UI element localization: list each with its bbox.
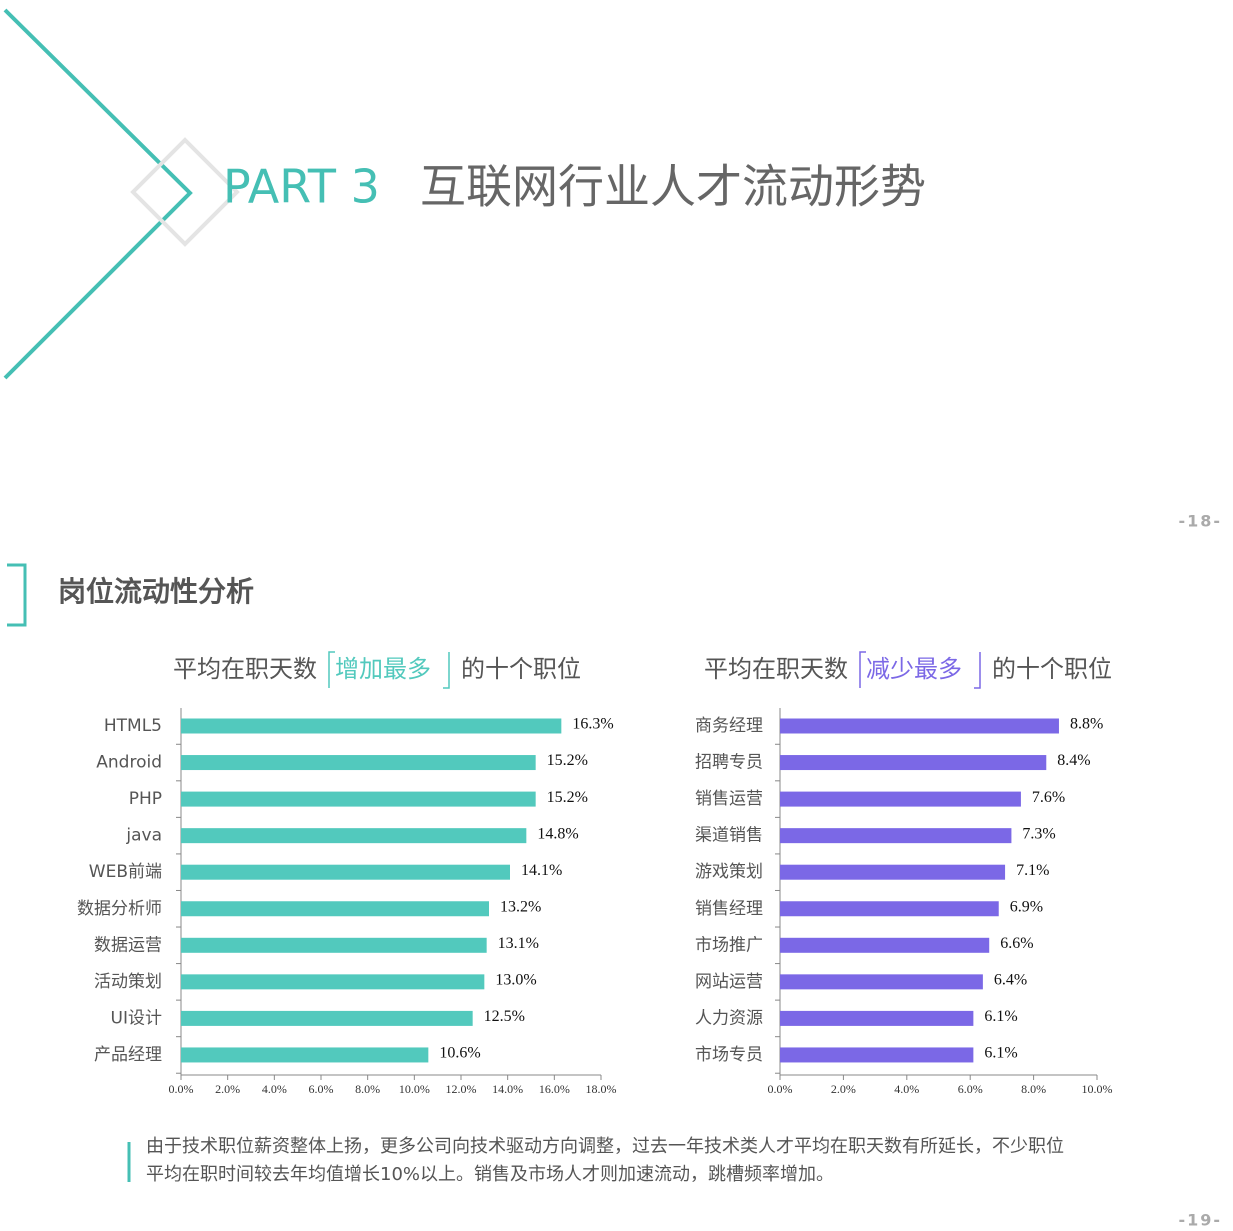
bar: [181, 864, 510, 880]
x-tick-label: 10.0%: [399, 1082, 430, 1096]
x-tick-label: 12.0%: [446, 1082, 477, 1096]
chart-title: 平均在职天数: [704, 655, 848, 683]
x-tick-label: 6.0%: [309, 1082, 334, 1096]
value-label: 14.1%: [521, 862, 562, 879]
x-tick-label: 2.0%: [215, 1082, 240, 1096]
y-tick-label: 销售经理: [695, 899, 763, 919]
chart-title: 平均在职天数: [173, 655, 317, 683]
y-tick-label: HTML5: [104, 716, 162, 736]
chart-title-highlight: 增加最多: [335, 655, 431, 683]
y-tick-label: 产品经理: [94, 1045, 162, 1065]
bar: [780, 791, 1021, 807]
value-label: 15.2%: [547, 789, 588, 806]
chart-title: 的十个职位: [461, 655, 581, 683]
value-label: 13.2%: [500, 898, 541, 915]
part-label: PART 3: [223, 160, 380, 214]
y-tick-label: 网站运营: [695, 972, 763, 992]
value-label: 13.0%: [495, 972, 536, 989]
value-label: 6.6%: [1000, 935, 1033, 952]
value-label: 6.1%: [984, 1045, 1017, 1062]
x-tick-label: 8.0%: [1021, 1082, 1046, 1096]
y-tick-label: 渠道销售: [695, 826, 763, 846]
value-label: 6.9%: [1010, 898, 1043, 915]
page-number: -18-: [1178, 512, 1222, 531]
value-label: 8.4%: [1057, 752, 1090, 769]
y-tick-label: 市场专员: [695, 1045, 763, 1065]
section-bracket: [7, 563, 27, 627]
value-label: 14.8%: [537, 825, 578, 842]
bar: [181, 828, 527, 844]
page-number: -19-: [1178, 1211, 1222, 1230]
bar: [780, 937, 990, 953]
bracket: [974, 652, 981, 689]
bar: [181, 901, 489, 917]
bar: [780, 755, 1047, 771]
note-line: 平均在职时间较去年均值增长10%以上。销售及市场人才则加速流动，跳槽频率增加。: [146, 1164, 834, 1185]
value-label: 10.6%: [439, 1045, 480, 1062]
bracket: [328, 651, 335, 688]
chart-title-highlight: 减少最多: [866, 655, 962, 683]
bar: [780, 901, 999, 917]
y-tick-label: 游戏策划: [695, 862, 763, 882]
bar: [181, 755, 536, 771]
x-tick-label: 10.0%: [1082, 1082, 1113, 1096]
value-label: 6.4%: [994, 972, 1027, 989]
y-tick-label: 数据分析师: [77, 899, 162, 919]
bar: [181, 791, 536, 807]
value-label: 7.6%: [1032, 789, 1065, 806]
bar: [181, 937, 487, 953]
y-tick-label: PHP: [129, 789, 162, 809]
y-tick-label: WEB前端: [89, 862, 162, 882]
value-label: 7.3%: [1022, 825, 1055, 842]
bar: [780, 974, 983, 990]
x-tick-label: 0.0%: [768, 1082, 793, 1096]
value-label: 6.1%: [984, 1008, 1017, 1025]
section-title: 岗位流动性分析: [58, 575, 254, 608]
x-tick-label: 4.0%: [262, 1082, 287, 1096]
y-tick-label: UI设计: [111, 1008, 162, 1028]
x-tick-label: 16.0%: [539, 1082, 570, 1096]
x-tick-label: 6.0%: [958, 1082, 983, 1096]
value-label: 7.1%: [1016, 862, 1049, 879]
page-title: 互联网行业人才流动形势: [420, 160, 926, 214]
x-tick-label: 0.0%: [169, 1082, 194, 1096]
x-tick-label: 14.0%: [492, 1082, 523, 1096]
bracket: [859, 651, 866, 688]
bracket: [443, 652, 450, 689]
bar: [780, 1047, 974, 1063]
y-tick-label: java: [125, 826, 162, 846]
chart-title: 的十个职位: [992, 655, 1112, 683]
x-tick-label: 8.0%: [355, 1082, 380, 1096]
value-label: 13.1%: [498, 935, 539, 952]
value-label: 12.5%: [484, 1008, 525, 1025]
bar: [181, 974, 485, 990]
value-label: 8.8%: [1070, 716, 1103, 733]
note-line: 由于技术职位薪资整体上扬，更多公司向技术驱动方向调整，过去一年技术类人才平均在职…: [146, 1136, 1064, 1157]
x-tick-label: 18.0%: [586, 1082, 617, 1096]
value-label: 15.2%: [547, 752, 588, 769]
y-tick-label: 销售运营: [695, 789, 763, 809]
y-tick-label: 活动策划: [94, 972, 162, 992]
y-tick-label: 市场推广: [695, 935, 763, 955]
y-tick-label: 招聘专员: [695, 753, 763, 773]
bar: [181, 1010, 473, 1026]
y-tick-label: 商务经理: [695, 716, 763, 736]
y-tick-label: 数据运营: [94, 935, 162, 955]
bar: [780, 864, 1006, 880]
x-tick-label: 2.0%: [831, 1082, 856, 1096]
bar: [780, 828, 1012, 844]
diamond: [130, 137, 240, 247]
y-tick-label: 人力资源: [695, 1008, 763, 1028]
x-tick-label: 4.0%: [894, 1082, 919, 1096]
y-tick-label: Android: [96, 753, 162, 773]
chevron: [3, 8, 193, 380]
value-label: 16.3%: [572, 716, 613, 733]
bar: [780, 1010, 974, 1026]
bar: [181, 718, 562, 734]
bar: [181, 1047, 429, 1063]
bar: [780, 718, 1059, 734]
